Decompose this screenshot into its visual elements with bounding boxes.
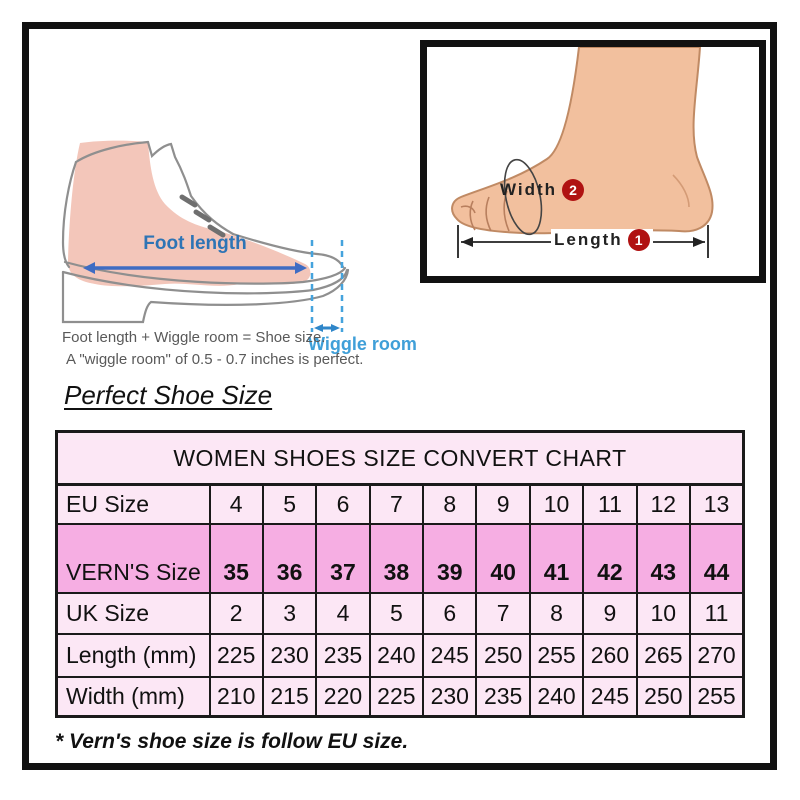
size-table-body: EU Size 4 5 6 7 8 9 10 11 12 13 VERN'S Size 35 36 37 38…: [55, 483, 745, 718]
length-annotation: Length 1: [551, 229, 653, 251]
shoe-size-formula-note: Foot length + Wiggle room = Shoe size.: [62, 329, 326, 346]
size-cell: 245: [422, 633, 478, 678]
toe-lines: [460, 190, 510, 232]
foot-shape: [451, 47, 714, 235]
row-label: Width (mm): [55, 676, 211, 718]
length-label: Length: [554, 230, 623, 249]
wiggle-room-arrow: [314, 324, 340, 332]
size-cell: 255: [689, 676, 745, 718]
size-cell: 220: [315, 676, 371, 718]
boot-measurement-illustration: [61, 140, 350, 332]
size-cell: 38: [368, 523, 425, 594]
size-cell: 6: [422, 592, 478, 635]
wiggle-room-guides: [310, 240, 344, 332]
size-cell: 9: [475, 483, 531, 525]
ankle-crease: [672, 174, 690, 208]
size-cell: 2: [208, 592, 264, 635]
wiggle-room-note: A "wiggle room" of 0.5 - 0.7 inches is p…: [66, 351, 364, 368]
row-label: VERN'S Size: [55, 523, 211, 594]
size-cell: 43: [635, 523, 692, 594]
size-cell: 9: [582, 592, 638, 635]
size-cell: 225: [208, 633, 264, 678]
table-title-row: WOMEN SHOES SIZE CONVERT CHART: [55, 430, 745, 486]
wiggle-room-label: Wiggle room: [308, 334, 417, 354]
size-cell: 260: [582, 633, 638, 678]
size-cell: 13: [689, 483, 745, 525]
size-cell: 11: [689, 592, 745, 635]
size-cell: 230: [422, 676, 478, 718]
size-cell: 4: [315, 592, 371, 635]
size-cell: 10: [528, 483, 585, 525]
length-marker-badge: 1: [627, 229, 650, 251]
table-row: Length (mm) 225 230 235 240 245 250 255 260 265 27…: [55, 633, 745, 678]
width-label: Width: [500, 180, 558, 199]
size-cell: 245: [582, 676, 638, 718]
size-cell: 40: [475, 523, 531, 594]
foot-length-label: Foot length: [143, 233, 247, 254]
row-label: Length (mm): [55, 633, 211, 678]
size-cell: 39: [422, 523, 478, 594]
size-convert-table: WOMEN SHOES SIZE CONVERT CHART EU Size 4 5…: [55, 430, 745, 718]
size-cell: 230: [261, 633, 318, 678]
size-cell: 8: [422, 483, 478, 525]
size-cell: 215: [261, 676, 318, 718]
size-cell: 265: [635, 633, 692, 678]
size-cell: 250: [475, 633, 531, 678]
size-cell: 41: [528, 523, 585, 594]
size-cell: 11: [582, 483, 638, 525]
size-cell: 240: [368, 633, 425, 678]
foot-silhouette-shape: [67, 140, 311, 287]
size-cell: 240: [528, 676, 585, 718]
row-label: EU Size: [55, 483, 211, 525]
size-cell: 5: [261, 483, 318, 525]
size-cell: 225: [368, 676, 425, 718]
size-cell: 210: [208, 676, 264, 718]
table-row: VERN'S Size 35 36 37 38 39 40 41 42 43 44: [55, 523, 745, 594]
foot-side-view-illustration: [451, 47, 714, 258]
size-cell: 5: [368, 592, 425, 635]
size-cell: 10: [635, 592, 692, 635]
size-cell: 270: [689, 633, 745, 678]
size-cell: 37: [315, 523, 371, 594]
row-label: UK Size: [55, 592, 211, 635]
size-cell: 8: [528, 592, 585, 635]
size-cell: 44: [689, 523, 745, 594]
size-cell: 6: [315, 483, 371, 525]
size-cell: 250: [635, 676, 692, 718]
size-cell: 4: [208, 483, 264, 525]
boot-laces: [179, 194, 226, 238]
table-row: UK Size 2 3 4 5 6 7 8 9 10 11: [55, 592, 745, 635]
size-cell: 7: [475, 592, 531, 635]
size-cell: 3: [261, 592, 318, 635]
size-cell: 35: [208, 523, 264, 594]
foot-length-arrow: [83, 262, 307, 274]
size-cell: 255: [528, 633, 585, 678]
size-cell: 235: [315, 633, 371, 678]
eu-size-footnote: * Vern's shoe size is follow EU size.: [55, 730, 409, 753]
size-cell: 12: [635, 483, 692, 525]
width-marker-badge: 2: [562, 179, 585, 201]
page-title: Perfect Shoe Size: [64, 380, 273, 410]
table-row: Width (mm) 210 215 220 225 230 235 240 245 250 255: [55, 676, 745, 718]
size-cell: 42: [582, 523, 638, 594]
size-cell: 235: [475, 676, 531, 718]
boot-outline: [61, 140, 350, 324]
table-title: WOMEN SHOES SIZE CONVERT CHART: [55, 430, 745, 486]
size-cell: 36: [261, 523, 318, 594]
size-cell: 7: [368, 483, 425, 525]
width-annotation: Width 2: [497, 179, 587, 201]
width-girth-arc: [503, 158, 543, 236]
table-row: EU Size 4 5 6 7 8 9 10 11 12 13: [55, 483, 745, 525]
